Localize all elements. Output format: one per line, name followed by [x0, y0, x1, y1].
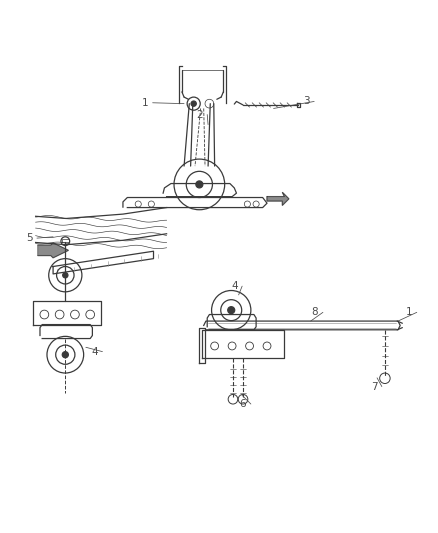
Text: 5: 5	[26, 233, 32, 243]
Text: 1: 1	[141, 98, 148, 108]
Text: 2: 2	[196, 110, 203, 119]
Circle shape	[196, 181, 203, 188]
Text: 4: 4	[231, 281, 237, 291]
Circle shape	[228, 306, 235, 313]
Text: 6: 6	[240, 399, 246, 409]
Polygon shape	[38, 243, 68, 258]
Text: 3: 3	[303, 96, 310, 107]
Text: 4: 4	[91, 346, 98, 357]
Circle shape	[191, 101, 196, 106]
Polygon shape	[267, 192, 289, 205]
Text: 8: 8	[312, 308, 318, 317]
Text: 1: 1	[406, 308, 412, 317]
Text: 7: 7	[371, 382, 377, 392]
Circle shape	[63, 272, 68, 278]
Circle shape	[62, 352, 68, 358]
